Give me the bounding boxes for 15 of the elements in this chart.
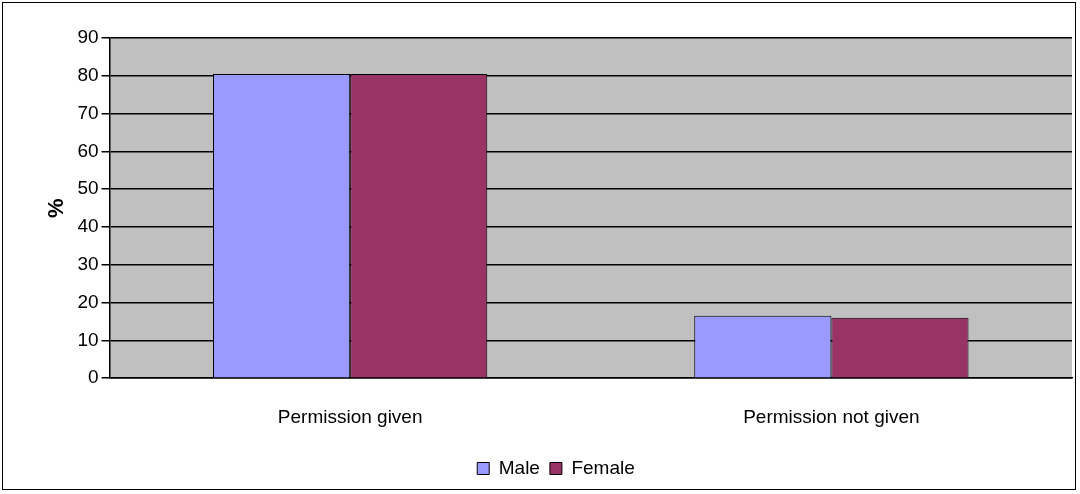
y-tick-label: 90 xyxy=(77,26,99,48)
y-tick-label: 70 xyxy=(77,101,99,123)
y-tick-label: 50 xyxy=(77,177,99,199)
y-tick-label: 0 xyxy=(87,366,99,388)
y-axis-title: % xyxy=(43,198,69,218)
y-tick-label: 60 xyxy=(77,139,99,161)
y-tick-label: 30 xyxy=(77,253,99,275)
x-tick-label: Permission not given xyxy=(743,405,920,427)
y-tick-label: 40 xyxy=(77,215,99,237)
legend-label: Male xyxy=(498,456,540,478)
y-tick-label: 10 xyxy=(77,328,99,350)
legend-label: Female xyxy=(571,456,635,478)
y-tick-label: 80 xyxy=(77,64,99,86)
y-tick-label: 20 xyxy=(77,290,99,312)
x-tick-label: Permission given xyxy=(277,405,423,427)
